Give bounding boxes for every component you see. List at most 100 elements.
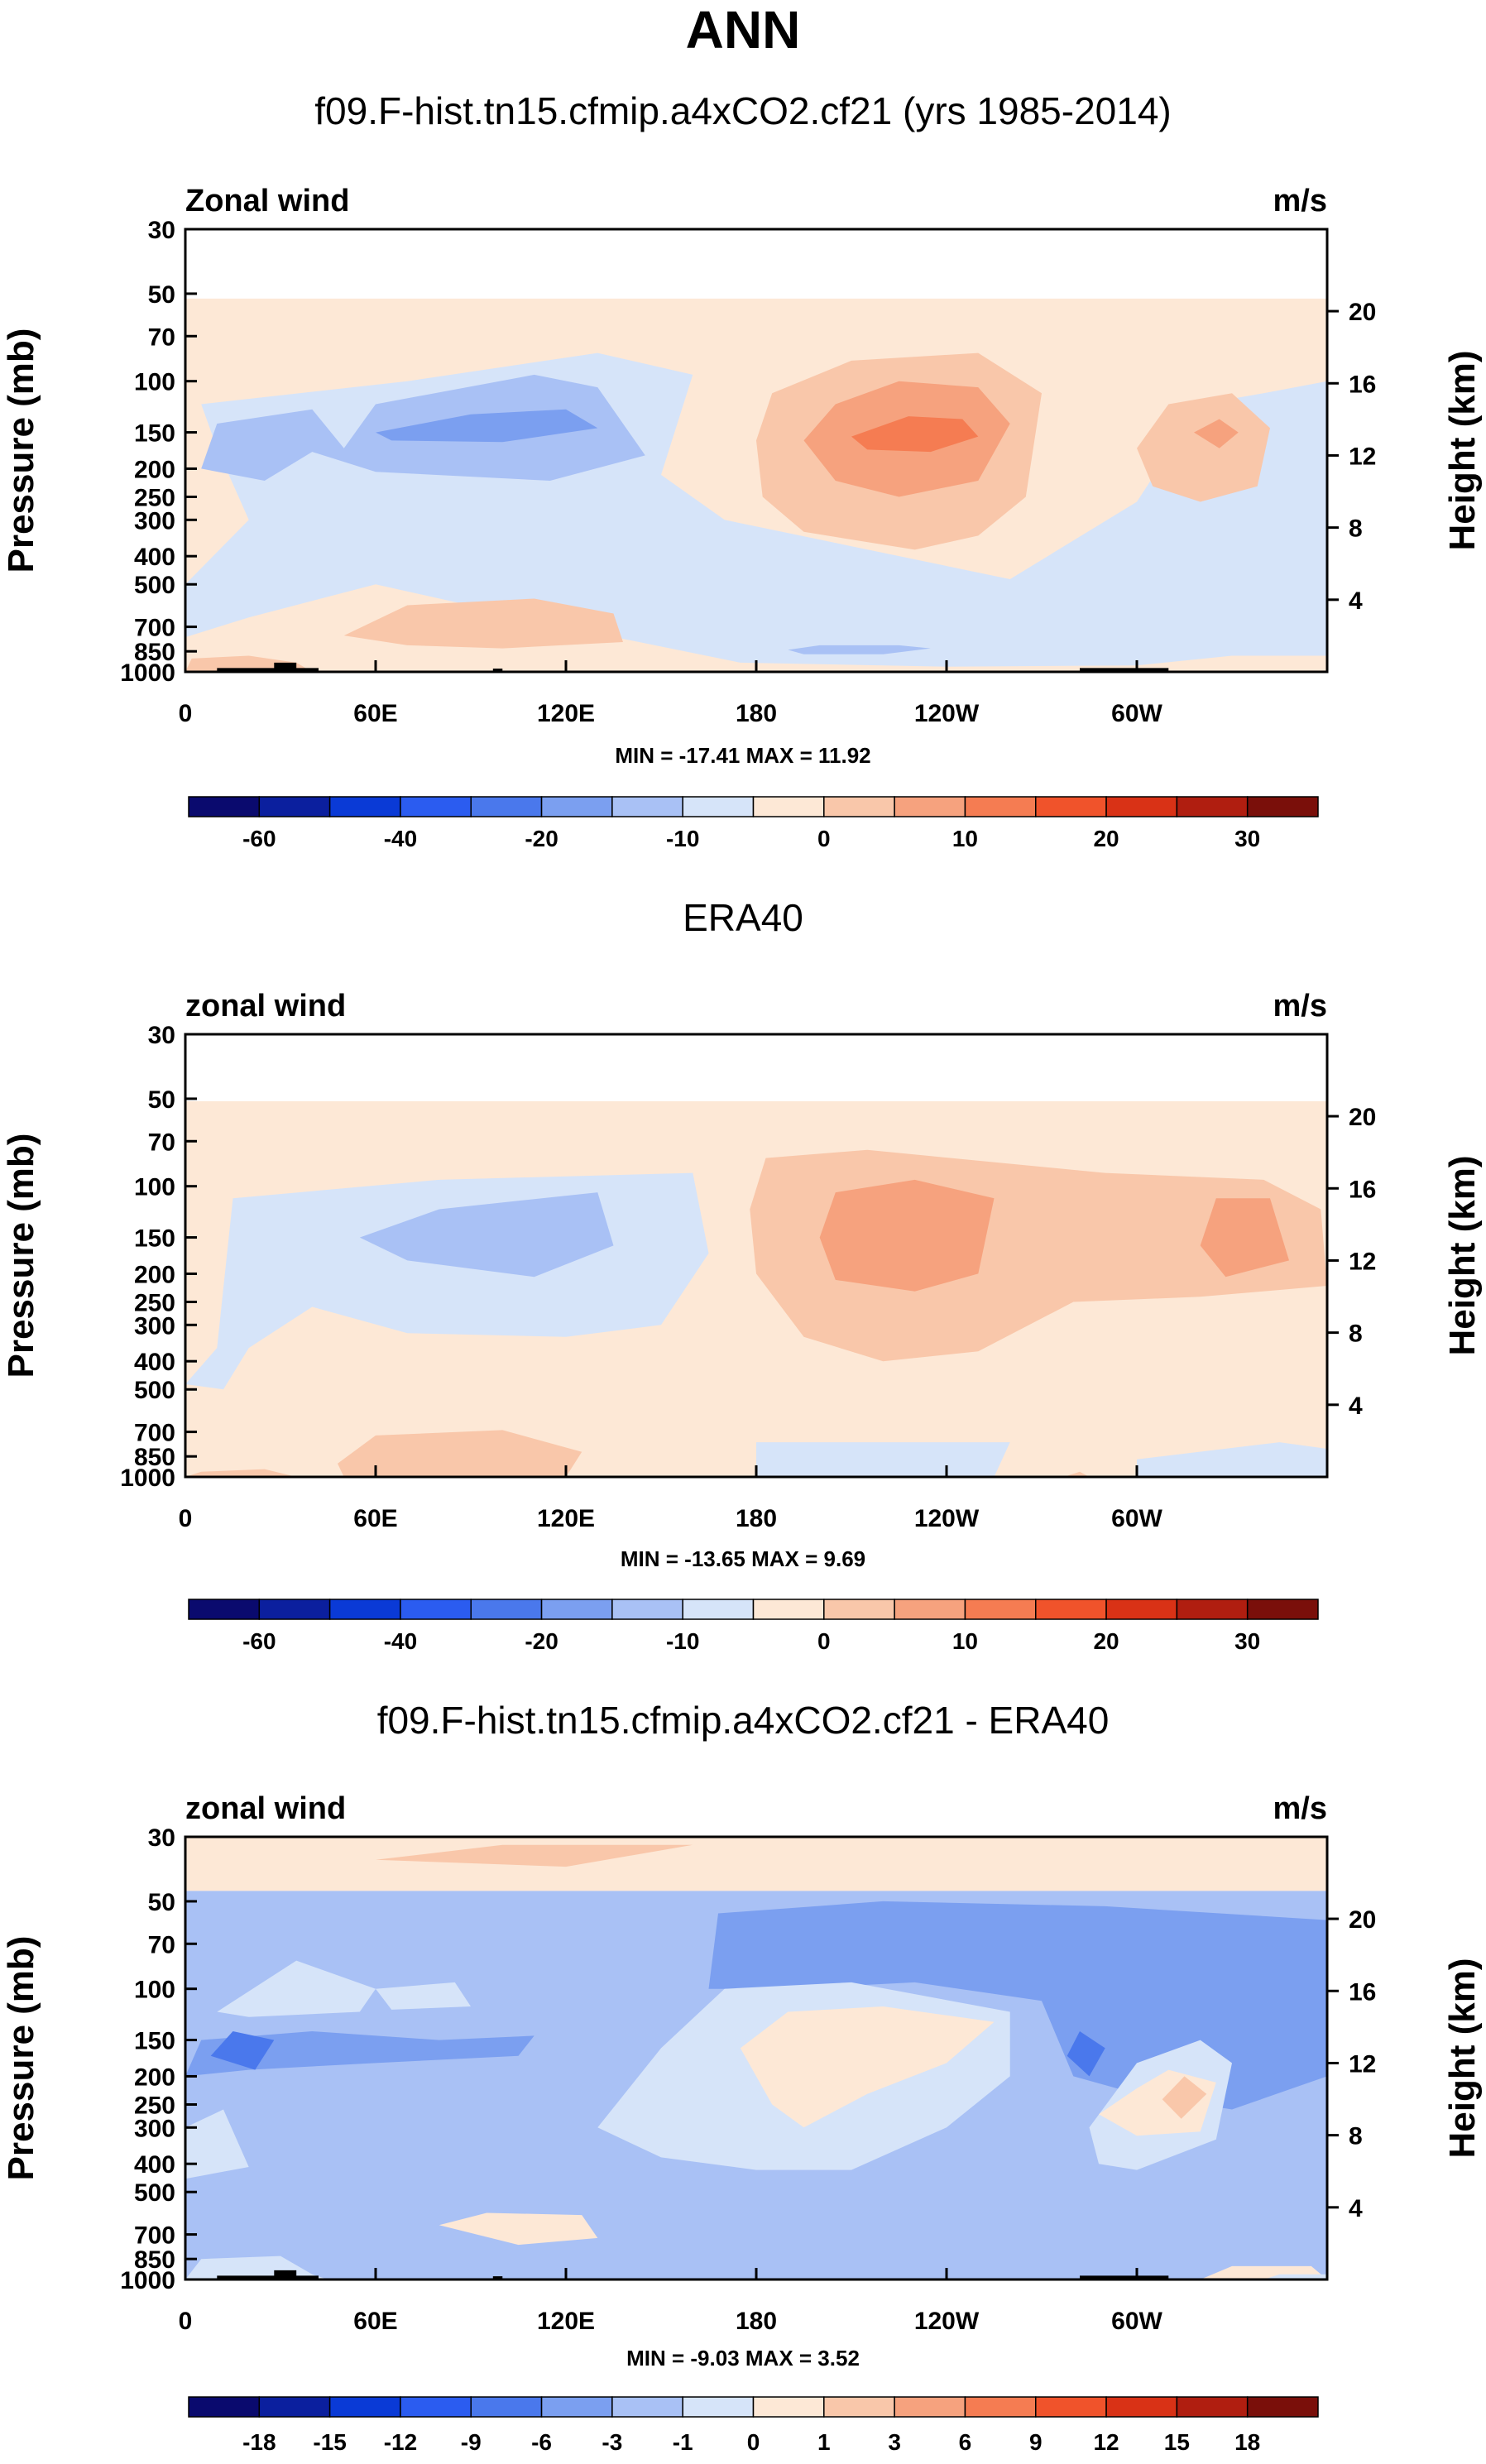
height-tick-label: 20 — [1349, 299, 1376, 326]
colorbar-box — [1035, 796, 1107, 817]
contour-region — [376, 1844, 693, 1867]
colorbar-box — [540, 796, 613, 817]
figure-title: ANN — [686, 0, 801, 60]
colorbar-box — [823, 796, 895, 817]
colorbar-box — [400, 1599, 472, 1620]
x-tick-label: 60W — [1111, 700, 1162, 727]
colorbar-box — [682, 796, 755, 817]
contour-region — [851, 416, 979, 453]
variable-label: zonal wind — [185, 989, 346, 1023]
pressure-tick-label: 400 — [134, 1349, 175, 1376]
colorbar-box — [328, 2396, 401, 2418]
x-tick-label: 60W — [1111, 2308, 1162, 2335]
contour-region — [740, 2006, 995, 2128]
topography-mask — [217, 2270, 319, 2279]
height-tick-label: 20 — [1349, 1104, 1376, 1131]
contour-region — [185, 1837, 1327, 1891]
colorbar-box — [188, 2396, 261, 2418]
colorbar-box — [1105, 796, 1178, 817]
contour-region — [376, 1982, 471, 2010]
pressure-tick-label: 250 — [134, 2092, 175, 2119]
colorbar-box — [470, 1599, 543, 1620]
pressure-tick-label: 150 — [134, 420, 175, 448]
x-tick-label: 0 — [179, 700, 193, 727]
variable-label: zonal wind — [185, 1791, 346, 1826]
contour-region — [338, 1430, 582, 1477]
x-tick-label: 0 — [179, 2308, 193, 2335]
colorbar-label: 20 — [1093, 826, 1119, 851]
pressure-tick-label: 70 — [148, 1129, 175, 1156]
colorbar-box — [964, 1599, 1037, 1620]
colorbar-label: 15 — [1164, 2429, 1190, 2455]
colorbar-box — [1105, 2396, 1178, 2418]
x-tick-label: 120W — [914, 1505, 980, 1532]
pressure-tick-label: 30 — [148, 1022, 175, 1049]
colorbar-label: 1 — [817, 2429, 831, 2455]
max-label: MAX — [751, 1546, 799, 1571]
pressure-tick-label: 250 — [134, 484, 175, 511]
contour-region — [217, 1960, 376, 2017]
min-label: MIN — [626, 2346, 666, 2371]
colorbar-label: 30 — [1234, 826, 1260, 851]
pressure-tick-label: 500 — [134, 572, 175, 599]
colorbar-label: -20 — [525, 826, 558, 851]
pressure-tick-label: 700 — [134, 1420, 175, 1447]
pressure-tick-label: 850 — [134, 639, 175, 666]
contour-region — [185, 1469, 297, 1477]
colorbar-label: -40 — [384, 826, 417, 851]
pressure-tick-label: 850 — [134, 2246, 175, 2274]
colorbar-label: -20 — [525, 1628, 558, 1654]
colorbar-box — [894, 1599, 966, 1620]
pressure-tick-label: 200 — [134, 2064, 175, 2091]
colorbar-label: -1 — [673, 2429, 693, 2455]
min-max-readout: MIN = -17.41 MAX = 11.92 — [615, 743, 870, 768]
min-value: = -13.65 — [660, 1546, 752, 1571]
x-tick-label: 120W — [914, 2308, 980, 2335]
min-label: MIN — [621, 1546, 660, 1571]
y2-axis-label: Height (km) — [1442, 1156, 1483, 1356]
contour-region — [1194, 419, 1239, 448]
contour-fills — [185, 1101, 1327, 1477]
colorbar-box — [470, 796, 543, 817]
height-tick-label: 12 — [1349, 443, 1376, 470]
colorbar-box — [1105, 1599, 1178, 1620]
pressure-tick-label: 100 — [134, 1174, 175, 1201]
max-value: = 11.92 — [793, 743, 870, 768]
colorbar-label: 20 — [1093, 1628, 1119, 1654]
pressure-tick-label: 150 — [134, 1225, 175, 1253]
colorbar: -60 -40 -20 -10 0 10 20 30 — [188, 796, 1319, 851]
colorbar: -18 -15 -12 -9 -6 -3 -1 0 1 3 6 9 12 15 18 — [188, 2396, 1319, 2455]
pressure-tick-label: 300 — [134, 507, 175, 535]
colorbar-label: 9 — [1029, 2429, 1043, 2455]
x-tick-label: 60E — [353, 700, 397, 727]
contour-region — [439, 2212, 598, 2246]
height-tick-label: 16 — [1349, 371, 1376, 398]
pressure-tick-label: 70 — [148, 1931, 175, 1958]
y2-axis-label: Height (km) — [1442, 351, 1483, 551]
colorbar-box — [823, 2396, 895, 2418]
contour-region — [1063, 1471, 1090, 1477]
colorbar-label: 0 — [747, 2429, 760, 2455]
height-tick-label: 4 — [1349, 587, 1363, 615]
min-value: = -17.41 — [654, 743, 746, 768]
x-tick-label: 180 — [736, 700, 777, 727]
panel-title: ERA40 — [683, 896, 803, 939]
height-tick-label: 8 — [1349, 2123, 1363, 2150]
x-tick-label: 180 — [736, 2308, 777, 2335]
max-value: = 3.52 — [793, 2346, 860, 2371]
x-tick-label: 180 — [736, 1505, 777, 1532]
contour-region — [788, 645, 931, 654]
colorbar-box — [188, 796, 261, 817]
colorbar-label: 10 — [952, 1628, 978, 1654]
colorbar-box — [400, 796, 472, 817]
colorbar-box — [682, 1599, 755, 1620]
pressure-tick-label: 700 — [134, 615, 175, 642]
colorbar-box — [964, 796, 1037, 817]
x-tick-label: 120E — [537, 700, 595, 727]
contour-region — [819, 1179, 995, 1292]
pressure-tick-label: 500 — [134, 2179, 175, 2207]
min-value: = -9.03 — [666, 2346, 745, 2371]
colorbar-box — [328, 796, 401, 817]
